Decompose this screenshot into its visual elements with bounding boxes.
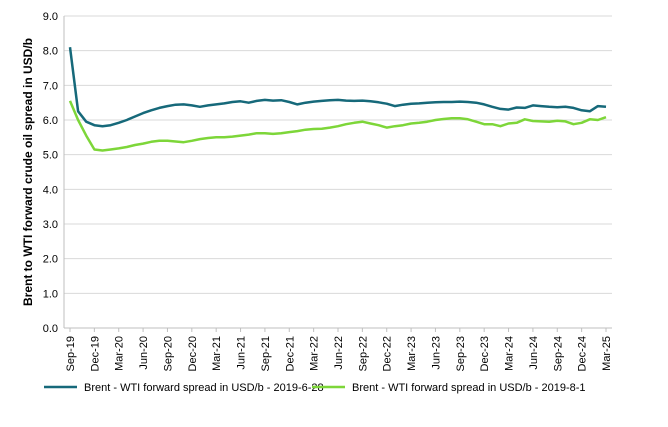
x-tick-label: Mar-24 bbox=[504, 336, 516, 371]
x-tick-label: Dec-19 bbox=[89, 336, 101, 371]
y-axis: 0.0 1.0 2.0 3.0 4.0 5.0 6.0 7.0 8.0 9.0 bbox=[43, 11, 65, 335]
x-tick-label: Dec-20 bbox=[187, 336, 199, 371]
x-tick-label: Sep-21 bbox=[260, 336, 272, 371]
legend-label-series-1: Brent - WTI forward spread in USD/b - 20… bbox=[84, 382, 324, 394]
y-tick-label: 5.0 bbox=[43, 150, 58, 162]
x-tick-label: Jun-24 bbox=[528, 336, 540, 370]
x-tick-label: Mar-25 bbox=[601, 336, 613, 371]
y-tick-label: 4.0 bbox=[43, 184, 58, 196]
y-tick-label: 7.0 bbox=[43, 80, 58, 92]
x-tick-label: Sep-23 bbox=[455, 336, 467, 371]
x-axis: Sep-19 Dec-19 Mar-20 Jun-20 Sep-20 Dec-20 Mar-… bbox=[64, 327, 613, 371]
y-tick-label: 6.0 bbox=[43, 115, 58, 127]
x-tick-label: Dec-23 bbox=[479, 336, 491, 371]
x-tick-label: Dec-21 bbox=[284, 336, 296, 371]
series-line-1 bbox=[68, 47, 607, 128]
x-tick-label: Sep-20 bbox=[162, 336, 174, 371]
x-tick-label: Jun-20 bbox=[138, 336, 150, 370]
y-tick-label: 0.0 bbox=[43, 323, 58, 335]
series-layer bbox=[68, 47, 607, 152]
x-tick-label: Sep-19 bbox=[65, 336, 77, 371]
x-tick-label: Jun-23 bbox=[430, 336, 442, 370]
y-tick-label: 1.0 bbox=[43, 288, 58, 300]
x-tick-label: Sep-22 bbox=[357, 336, 369, 371]
x-tick-label: Mar-21 bbox=[211, 336, 223, 371]
gridlines bbox=[64, 15, 612, 329]
x-tick-label: Mar-20 bbox=[114, 336, 126, 371]
legend: Brent - WTI forward spread in USD/b - 20… bbox=[44, 382, 586, 394]
y-tick-label: 8.0 bbox=[43, 46, 58, 58]
series-line-2 bbox=[68, 100, 607, 152]
y-axis-title: Brent to WTI forward crude oil spread in… bbox=[21, 38, 35, 306]
x-tick-label: Dec-24 bbox=[577, 336, 589, 371]
legend-label-series-2: Brent - WTI forward spread in USD/b - 20… bbox=[352, 382, 586, 394]
y-tick-label: 2.0 bbox=[43, 254, 58, 266]
x-tick-label: Dec-22 bbox=[382, 336, 394, 371]
y-tick-label: 3.0 bbox=[43, 219, 58, 231]
y-tick-label: 9.0 bbox=[43, 11, 58, 23]
x-tick-label: Mar-22 bbox=[309, 336, 321, 371]
x-tick-label: Mar-23 bbox=[406, 336, 418, 371]
x-tick-label: Jun-21 bbox=[236, 336, 248, 370]
x-tick-label: Sep-24 bbox=[552, 336, 564, 371]
x-tick-label: Jun-22 bbox=[333, 336, 345, 370]
